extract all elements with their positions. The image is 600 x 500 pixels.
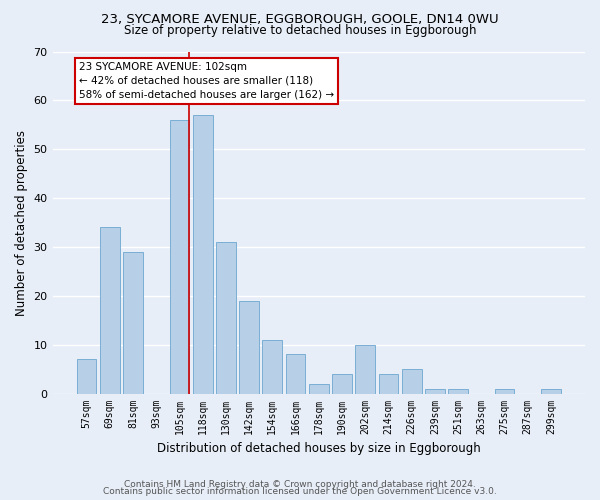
Bar <box>494 388 514 394</box>
Bar <box>170 120 190 394</box>
Bar <box>332 374 352 394</box>
Text: Size of property relative to detached houses in Eggborough: Size of property relative to detached ho… <box>124 24 476 37</box>
Bar <box>123 252 143 394</box>
Bar <box>541 388 561 394</box>
Text: 23, SYCAMORE AVENUE, EGGBOROUGH, GOOLE, DN14 0WU: 23, SYCAMORE AVENUE, EGGBOROUGH, GOOLE, … <box>101 12 499 26</box>
Bar <box>379 374 398 394</box>
Text: Contains HM Land Registry data © Crown copyright and database right 2024.: Contains HM Land Registry data © Crown c… <box>124 480 476 489</box>
Bar <box>286 354 305 394</box>
Bar <box>309 384 329 394</box>
Bar <box>262 340 282 394</box>
Bar <box>239 300 259 394</box>
Text: Contains public sector information licensed under the Open Government Licence v3: Contains public sector information licen… <box>103 488 497 496</box>
Bar <box>77 360 97 394</box>
Bar <box>216 242 236 394</box>
Bar <box>193 115 212 394</box>
X-axis label: Distribution of detached houses by size in Eggborough: Distribution of detached houses by size … <box>157 442 481 455</box>
Text: 23 SYCAMORE AVENUE: 102sqm
← 42% of detached houses are smaller (118)
58% of sem: 23 SYCAMORE AVENUE: 102sqm ← 42% of deta… <box>79 62 334 100</box>
Bar <box>100 228 119 394</box>
Bar <box>425 388 445 394</box>
Bar <box>402 369 422 394</box>
Bar <box>355 344 375 394</box>
Bar <box>448 388 468 394</box>
Y-axis label: Number of detached properties: Number of detached properties <box>15 130 28 316</box>
